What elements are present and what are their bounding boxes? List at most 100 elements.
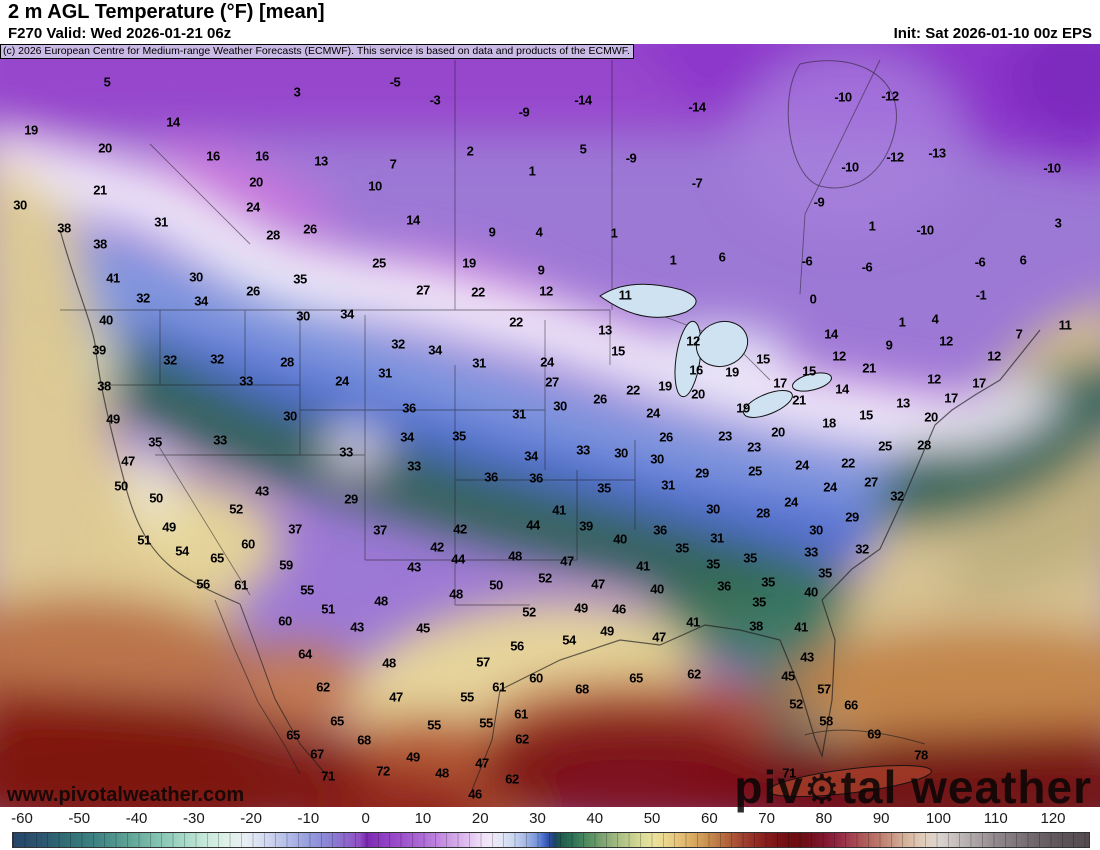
colorbar-tick: 100 (925, 810, 951, 827)
temperature-value: 65 (629, 670, 643, 686)
temperature-value: -6 (861, 259, 873, 275)
temperature-value: 49 (406, 749, 420, 765)
temperature-value: 69 (867, 726, 881, 742)
temperature-value: 14 (166, 114, 180, 130)
temperature-value: 56 (510, 638, 524, 654)
temperature-value: 11 (618, 287, 632, 303)
watermark-url: www.pivotalweather.com (7, 784, 245, 806)
temperature-value: 47 (121, 453, 135, 469)
temperature-value: 51 (321, 601, 335, 617)
temperature-value: 3 (293, 84, 301, 100)
temperature-value: 43 (255, 483, 269, 499)
temperature-value: 9 (885, 337, 893, 353)
temperature-value: 49 (106, 411, 120, 427)
colorbar-tick: 0 (361, 810, 370, 827)
temperature-value: 64 (298, 646, 312, 662)
temperature-value: 29 (695, 465, 709, 481)
temperature-value: -9 (813, 194, 825, 210)
temperature-value: 20 (249, 174, 263, 190)
temperature-value: 52 (229, 501, 243, 517)
temperature-value: 16 (689, 362, 703, 378)
temperature-value: 4 (535, 224, 543, 240)
temperature-value: 31 (378, 365, 392, 381)
colorbar-tick: 10 (414, 810, 432, 827)
temperature-value: 12 (539, 283, 553, 299)
colorbar-tick: 20 (471, 810, 489, 827)
temperature-value: -3 (429, 92, 441, 108)
temperature-value: 36 (653, 522, 667, 538)
temperature-value: 14 (824, 326, 838, 342)
temperature-value: 2 (466, 143, 474, 159)
temperature-value: -10 (841, 159, 859, 175)
colorbar-gradient (12, 832, 1090, 848)
temperature-value: 48 (508, 548, 522, 564)
temperature-value: 18 (822, 415, 836, 431)
temperature-value: 1 (528, 163, 536, 179)
temperature-value: 7 (1015, 326, 1023, 342)
header: 2 m AGL Temperature (°F) [mean] F270 Val… (0, 0, 1100, 44)
temperature-value: 21 (93, 182, 107, 198)
colorbar-tick: 70 (758, 810, 775, 827)
temperature-value: 61 (514, 706, 528, 722)
temperature-value: 54 (562, 632, 576, 648)
temperature-value: 30 (614, 445, 628, 461)
temperature-value: 60 (241, 536, 255, 552)
temperature-value: 50 (114, 478, 128, 494)
copyright-bar: (c) 2026 European Centre for Medium-rang… (0, 44, 634, 59)
watermark-brand: piv⚙tal weather (734, 764, 1092, 810)
temperature-value: 55 (300, 582, 314, 598)
temperature-value: 1 (669, 252, 677, 268)
temperature-value: 48 (449, 586, 463, 602)
temperature-value: -10 (916, 222, 934, 238)
temperature-value: 31 (512, 406, 526, 422)
temperature-value: 38 (57, 220, 71, 236)
temperature-value: 11 (1058, 317, 1072, 333)
temperature-value: 13 (598, 322, 612, 338)
temperature-value: 4 (931, 311, 939, 327)
temperature-value: 1 (898, 314, 906, 330)
temperature-value: 55 (427, 717, 441, 733)
temperature-value: 24 (646, 405, 660, 421)
temperature-value: 27 (545, 374, 559, 390)
temperature-value: 35 (761, 574, 775, 590)
temperature-value: -5 (389, 74, 401, 90)
temperature-value: 31 (472, 355, 486, 371)
temperature-value: 22 (626, 382, 640, 398)
temperature-value: 35 (743, 550, 757, 566)
temperature-value: 30 (650, 451, 664, 467)
temperature-value: 26 (659, 429, 673, 445)
temperature-value: -12 (886, 149, 904, 165)
temperature-value: 41 (552, 502, 566, 518)
temperature-value: 45 (416, 620, 430, 636)
colorbar-cell-lines (13, 833, 1089, 847)
temperature-field (0, 44, 1100, 807)
temperature-value: 32 (890, 488, 904, 504)
temperature-value: 42 (430, 539, 444, 555)
colorbar-tick: 90 (872, 810, 890, 827)
temperature-value: 48 (374, 593, 388, 609)
temperature-value: 24 (784, 494, 798, 510)
temperature-value: 19 (462, 255, 476, 271)
colorbar-tick: 110 (983, 810, 1008, 827)
valid-time-label: F270 Valid: Wed 2026-01-21 06z (8, 25, 232, 42)
temperature-value: 38 (93, 236, 107, 252)
temperature-value: 32 (391, 336, 405, 352)
temperature-value: 40 (613, 531, 627, 547)
temperature-value: 50 (489, 577, 503, 593)
temperature-value: 28 (917, 437, 931, 453)
temperature-value: 28 (280, 354, 294, 370)
temperature-value: 52 (522, 604, 536, 620)
temperature-value: 65 (330, 713, 344, 729)
temperature-value: 34 (400, 429, 414, 445)
temperature-value: 67 (310, 746, 324, 762)
temperature-value: 62 (316, 679, 330, 695)
temperature-value: 38 (97, 378, 111, 394)
temperature-value: 28 (266, 227, 280, 243)
temperature-value: 12 (927, 371, 941, 387)
temperature-value: 33 (339, 444, 353, 460)
temperature-value: 72 (376, 763, 390, 779)
brand-text-pre: piv (734, 761, 804, 813)
temperature-value: 35 (818, 565, 832, 581)
temperature-value: 47 (475, 755, 489, 771)
